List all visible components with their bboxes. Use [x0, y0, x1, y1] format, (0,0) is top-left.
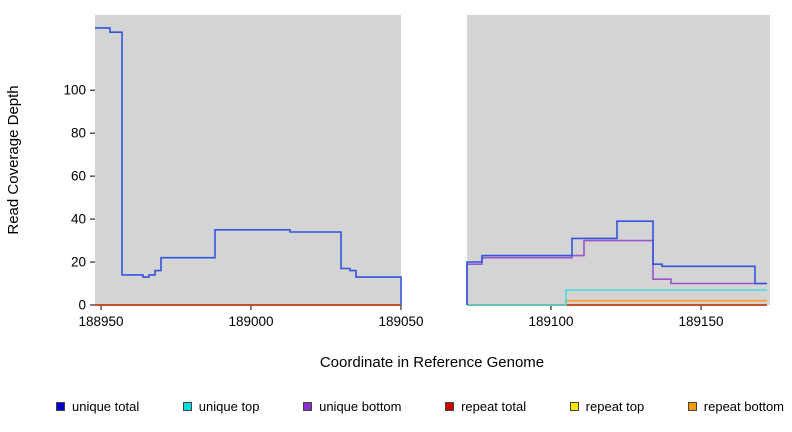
- y-tick-label: 100: [63, 83, 86, 98]
- x-tick-label: 189100: [528, 314, 573, 329]
- legend-item: repeat top: [569, 399, 645, 414]
- y-tick-label: 80: [71, 126, 86, 141]
- series-line-unique-top: [467, 289, 767, 306]
- legend-item: repeat bottom: [687, 399, 784, 414]
- y-axis-label: Read Coverage Depth: [5, 85, 22, 234]
- coverage-plot: Read Coverage Depth Coordinate in Refere…: [5, 15, 770, 371]
- y-tick-label: 40: [71, 212, 86, 227]
- x-tick-label: 188950: [78, 314, 123, 329]
- x-tick-label: 189050: [378, 314, 423, 329]
- legend-swatch: [569, 402, 579, 411]
- x-axis-label: Coordinate in Reference Genome: [320, 354, 544, 371]
- panel-background-right: [467, 15, 770, 305]
- series-line-unique-total: [95, 27, 402, 305]
- legend-item: unique total: [56, 399, 139, 414]
- legend-item: unique bottom: [303, 399, 402, 414]
- legend-label: repeat total: [461, 399, 527, 414]
- series-line-unique-bottom: [466, 239, 767, 305]
- legend-label: unique top: [198, 399, 260, 414]
- legend-item: repeat total: [445, 399, 526, 414]
- legend-label: unique bottom: [319, 399, 402, 414]
- legend-swatch: [445, 402, 455, 411]
- legend-label: repeat bottom: [703, 399, 784, 414]
- x-tick-label: 189000: [228, 314, 273, 329]
- legend-swatch: [303, 402, 313, 411]
- y-tick-label: 60: [71, 169, 86, 184]
- panel-background-left: [95, 15, 401, 305]
- legend-swatch: [182, 402, 192, 411]
- legend-swatch: [56, 402, 65, 411]
- legend-item: unique top: [182, 399, 260, 414]
- legend: unique total unique top unique bottom repea…: [0, 399, 792, 414]
- y-tick-label: 20: [71, 255, 86, 270]
- y-tick-label: 0: [78, 298, 86, 313]
- legend-label: unique total: [72, 399, 140, 414]
- legend-swatch: [687, 402, 697, 411]
- x-tick-label: 189150: [678, 314, 723, 329]
- legend-label: repeat top: [585, 399, 645, 414]
- series-line-unique-total: [466, 220, 767, 305]
